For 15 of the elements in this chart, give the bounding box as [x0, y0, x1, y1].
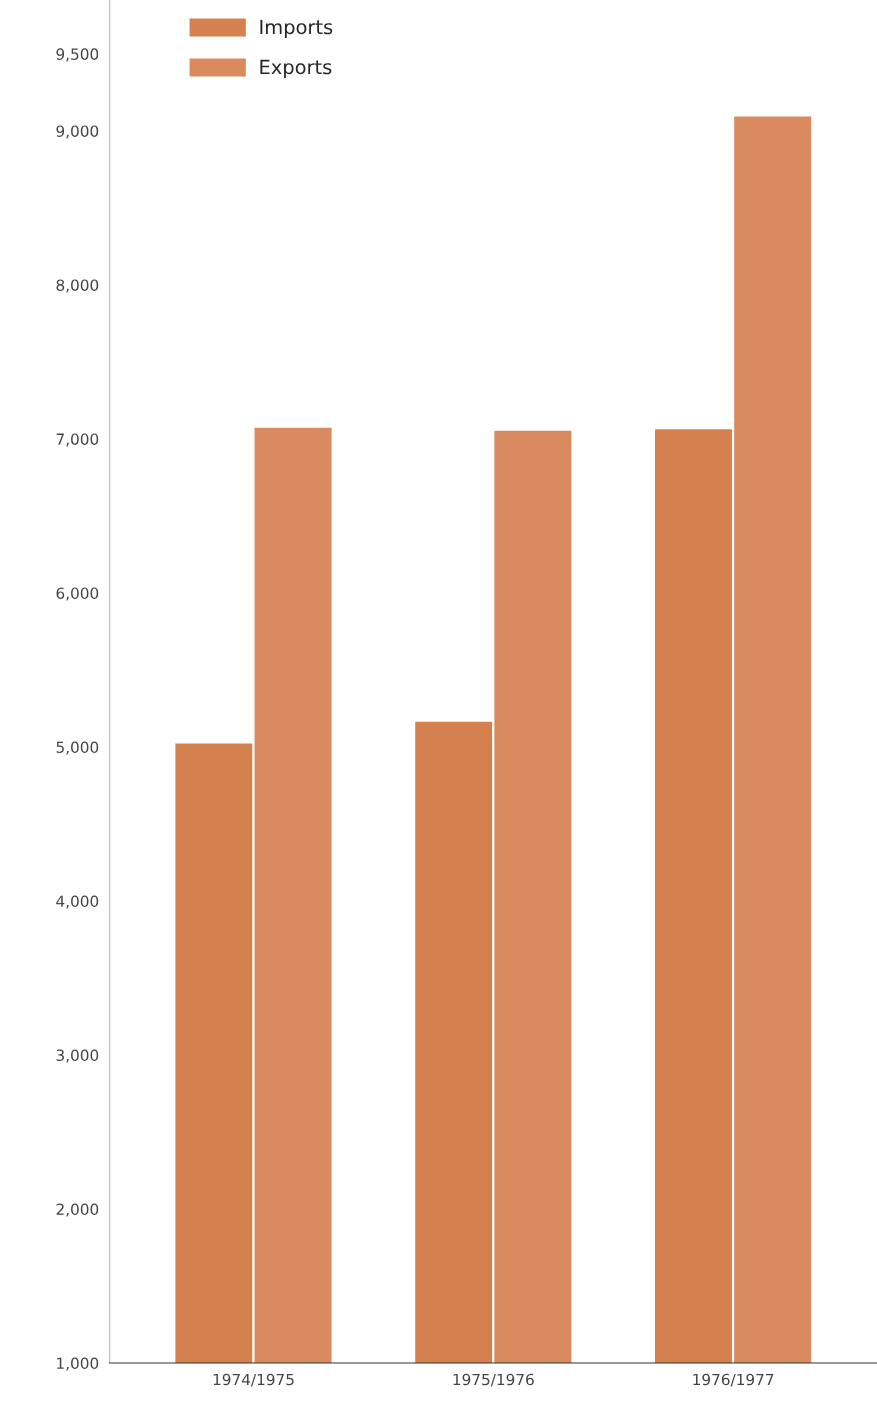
y-tick-label: 9,000 — [56, 125, 99, 139]
legend-label: Exports — [260, 59, 332, 79]
y-tick-label: 6,000 — [56, 587, 99, 601]
y-tick-label: 3,000 — [56, 1049, 99, 1063]
x-tick-label: 1976/1977 — [693, 1373, 774, 1387]
x-tick-label: 1974/1975 — [213, 1373, 294, 1387]
y-tick-label: 2,000 — [56, 1203, 99, 1217]
y-tick-label: 1,000 — [57, 1357, 99, 1371]
x-tick-label: 1975/1976 — [453, 1373, 534, 1387]
y-tick-label: 5,000 — [56, 741, 99, 755]
y-tick-label: 9,500 — [56, 48, 99, 62]
legend-label: Imports — [260, 19, 333, 39]
y-tick-label: 7,000 — [56, 433, 99, 447]
y-tick-label: 4,000 — [56, 895, 99, 909]
y-tick-label: 8,000 — [56, 279, 99, 293]
